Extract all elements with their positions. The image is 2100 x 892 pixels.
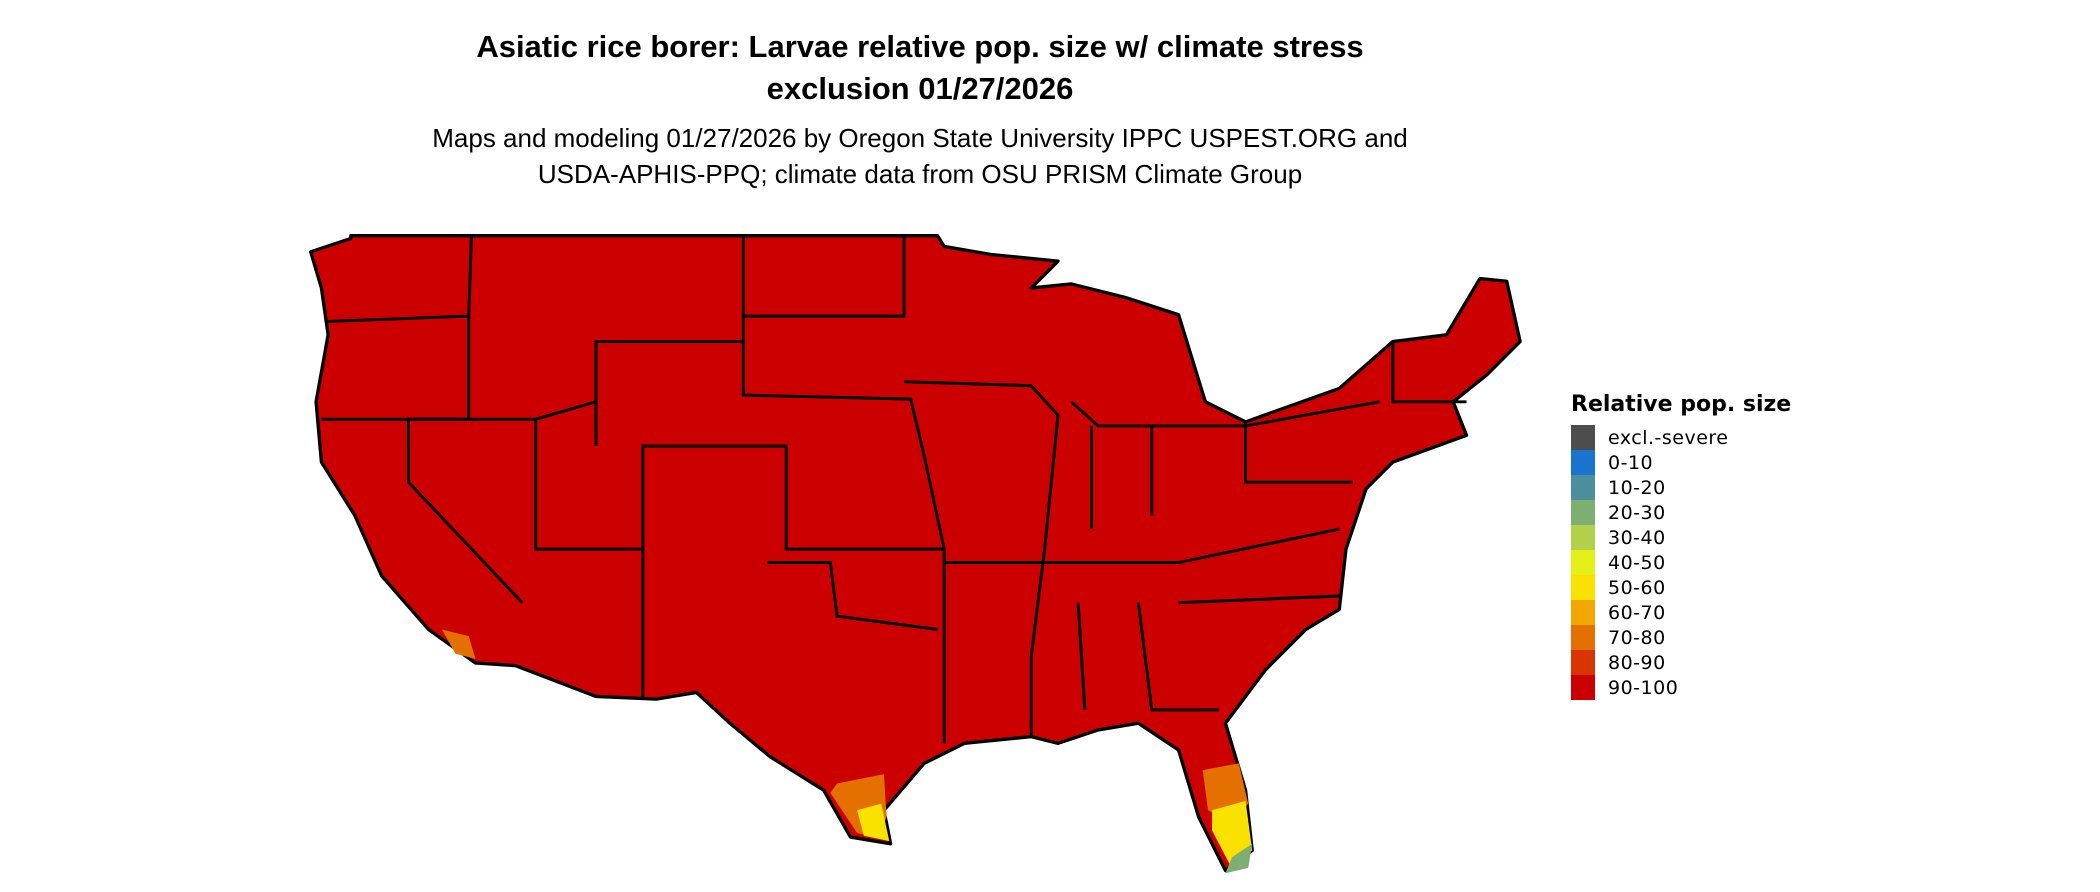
- area-florida-20-30: [1225, 843, 1253, 874]
- legend-label: 50-60: [1608, 576, 1666, 599]
- legend-swatch: [1571, 425, 1595, 450]
- legend-swatch: [1571, 550, 1595, 575]
- legend-item: 70-80: [1571, 625, 1791, 650]
- legend-label: 70-80: [1608, 626, 1666, 649]
- legend-label: 10-20: [1608, 476, 1666, 499]
- legend-swatch: [1571, 675, 1595, 700]
- legend-item: excl.-severe: [1571, 425, 1791, 450]
- map-subtitle: Maps and modeling 01/27/2026 by Oregon S…: [0, 120, 1840, 192]
- title-line-1: Asiatic rice borer: Larvae relative pop.…: [476, 29, 1364, 64]
- us-outline: [309, 234, 1522, 873]
- legend-label: 20-30: [1608, 501, 1666, 524]
- legend-label: 0-10: [1608, 451, 1654, 474]
- legend-item: 0-10: [1571, 450, 1791, 475]
- legend-label: excl.-severe: [1608, 426, 1729, 449]
- area-socal-70-80: [441, 629, 476, 659]
- subtitle-line-1: Maps and modeling 01/27/2026 by Oregon S…: [432, 123, 1408, 153]
- legend-label: 90-100: [1608, 676, 1679, 699]
- state-borders: [321, 235, 1467, 744]
- legend-swatch: [1571, 500, 1595, 525]
- legend-item: 50-60: [1571, 575, 1791, 600]
- legend-swatch: [1571, 450, 1595, 475]
- subtitle-line-2: USDA-APHIS-PPQ; climate data from OSU PR…: [537, 159, 1303, 189]
- legend-swatch: [1571, 625, 1595, 650]
- legend-swatch: [1571, 600, 1595, 625]
- legend-item: 30-40: [1571, 525, 1791, 550]
- legend-item: 20-30: [1571, 500, 1791, 525]
- legend-item: 90-100: [1571, 675, 1791, 700]
- area-south-texas-50-60: [857, 803, 890, 842]
- legend-item: 10-20: [1571, 475, 1791, 500]
- legend-swatch: [1571, 475, 1595, 500]
- legend-title: Relative pop. size: [1571, 392, 1792, 417]
- legend-item: 60-70: [1571, 600, 1791, 625]
- legend-item: 40-50: [1571, 550, 1791, 575]
- legend-items: excl.-severe 0-10 10-20 20-30 30-40 40-50 50-6…: [1571, 425, 1791, 700]
- legend-swatch: [1571, 650, 1595, 675]
- area-florida-50-60: [1212, 800, 1253, 864]
- legend: Relative pop. size excl.-severe 0-10 10-20…: [1571, 392, 1791, 700]
- legend-label: 30-40: [1608, 526, 1666, 549]
- legend-label: 60-70: [1608, 601, 1666, 624]
- legend-label: 80-90: [1608, 651, 1666, 674]
- legend-swatch: [1571, 525, 1595, 550]
- title-line-2: exclusion 01/27/2026: [766, 71, 1074, 106]
- legend-swatch: [1571, 575, 1595, 600]
- legend-item: 80-90: [1571, 650, 1791, 675]
- legend-label: 40-50: [1608, 551, 1666, 574]
- map-title: Asiatic rice borer: Larvae relative pop.…: [0, 26, 1840, 110]
